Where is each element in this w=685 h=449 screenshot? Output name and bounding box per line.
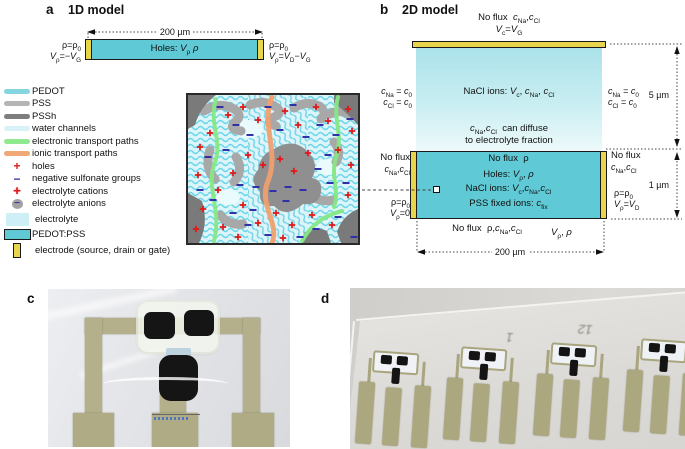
dim-200um-label-b: 200 µm [470,246,550,257]
scale-annotation [154,417,190,420]
glossy-reflection [103,377,228,391]
ionic-path-line-icon [2,151,32,157]
electrolyte-equation: NaCl ions: Vc, cNa, cCl [463,86,555,99]
trace-left-leg [85,318,102,415]
handwritten-mark-12: 12 [577,321,593,338]
legend-item-electrolyte: electrolyte [2,212,198,227]
contact-pad-left [73,413,114,447]
electrolyte-swatch-icon [2,213,32,226]
hole-plus-icon: + [13,159,21,174]
legend-item-sulfonate: − negative sulfonate groups [2,173,198,186]
electrolyte-bc-left: cNa = c0 cCl = c0 [381,86,412,110]
morphology-illustration [188,94,359,246]
diffuse-note-1: cNa,cCl can diffuse [470,123,548,136]
bc-right-1d: ρ=ρ0 Vρ=VD−VG [269,40,311,64]
gate-electrode [412,41,606,48]
morphology-marker-square [433,186,440,193]
scale-bar-line [152,414,200,415]
legend-item-pedot-pss: PEDOT:PSS [2,227,198,242]
legend-item-pedot: PEDOT [2,85,198,98]
gate-voltage-label: Vc=VG [495,24,523,37]
contact-pad-right [232,413,274,447]
drain-electrode-2d-icon [600,152,606,218]
pedot-pss-swatch-icon [2,229,32,240]
device-unit [442,339,527,449]
diffuse-note-2: to electrolyte fraction [465,135,553,146]
device-unit [354,343,439,449]
carbon-electrode-right [184,310,214,336]
electronic-path-line-icon [2,138,32,144]
panel-d-label: d [321,291,330,306]
pssh-line-icon [2,113,32,119]
channel-nacl: NaCl ions: Vc,cNa,cCl [465,183,552,196]
carbon-electrode-left [144,312,175,339]
legend-item-anions: − electrolyte anions [2,198,198,211]
panel-b-title: 2D model [402,3,459,17]
panel-a-label: a [46,2,54,17]
sulfonate-minus-icon: − [13,171,21,186]
device-array-photo: 1 12 [350,288,685,449]
channel-noflux: No flux ρ [488,153,529,164]
cation-icon: + [13,183,21,199]
channel-bc-right-voltage: ρ=ρ0 Vρ=VD [614,188,640,212]
panel-c-label: c [27,291,35,306]
bottom-noflux-label: No flux ρ,cNa,cCl [452,223,522,236]
channel-2d: No flux ρ Holes: Vρ, ρ NaCl ions: Vc,cNa… [410,151,607,219]
legend: PEDOT PSS PSSh water channels electronic… [2,85,198,259]
anion-icon: − [2,198,32,209]
bc-left-1d: ρ=ρ0 Vρ=−VG [49,40,81,64]
legend-item-water-channels: water channels [2,123,198,136]
dim-5um-label: 5 µm [638,90,672,100]
legend-item-electrode: electrode (source, drain or gate) [2,242,198,259]
channel-bar-1d: Holes: Vρ ρ [85,39,264,60]
channel-bc-left-voltage: ρ=ρ0 Vρ=0 [390,197,410,221]
legend-item-electronic-paths: electronic transport paths [2,135,198,148]
panel-a-title: 1D model [68,3,125,17]
trace-right-leg [243,318,260,415]
legend-item-ionic-paths: ionic transport paths [2,148,198,161]
pss-line-icon [2,101,32,107]
bottom-voltage-label: Vρ, ρ [551,227,572,240]
electrode-swatch-icon [2,243,32,258]
gate-noflux-label: No flux cNa,cCl [478,12,540,25]
legend-item-cations: + electrolyte cations [2,183,198,199]
channel-bc-left-noflux: No flux cNa,cCl [380,152,410,177]
channel-1d-equation: Holes: Vρ ρ [150,43,199,56]
panel-b-label: b [380,2,389,17]
channel-holes: Holes: Vρ, ρ [483,169,534,182]
dim-200um-label-a: 200 µm [135,26,215,37]
drain-electrode-icon [257,40,263,59]
channel-bc-right-noflux: No flux cNa,cCl [611,150,641,175]
device-photo-single [48,289,290,447]
electrolyte-bc-right: cNa = c0 cCl = c0 [608,86,639,110]
device-unit [622,331,685,446]
morphology-inset [186,93,360,246]
legend-item-holes: + holes [2,160,198,173]
source-electrode-2d-icon [411,152,417,218]
channel-pss-fixed: PSS fixed ions: cfix [469,198,548,211]
legend-item-pssh: PSSh [2,110,198,123]
electrolyte-region: NaCl ions: Vc, cNa, cCl cNa,cCl can diff… [416,48,602,151]
source-electrode-icon [86,40,92,59]
legend-item-pss: PSS [2,98,198,111]
pedot-line-icon [2,88,32,94]
dim-1um-label: 1 µm [638,180,672,190]
water-channel-line-icon [2,126,32,132]
device-unit [532,335,617,449]
